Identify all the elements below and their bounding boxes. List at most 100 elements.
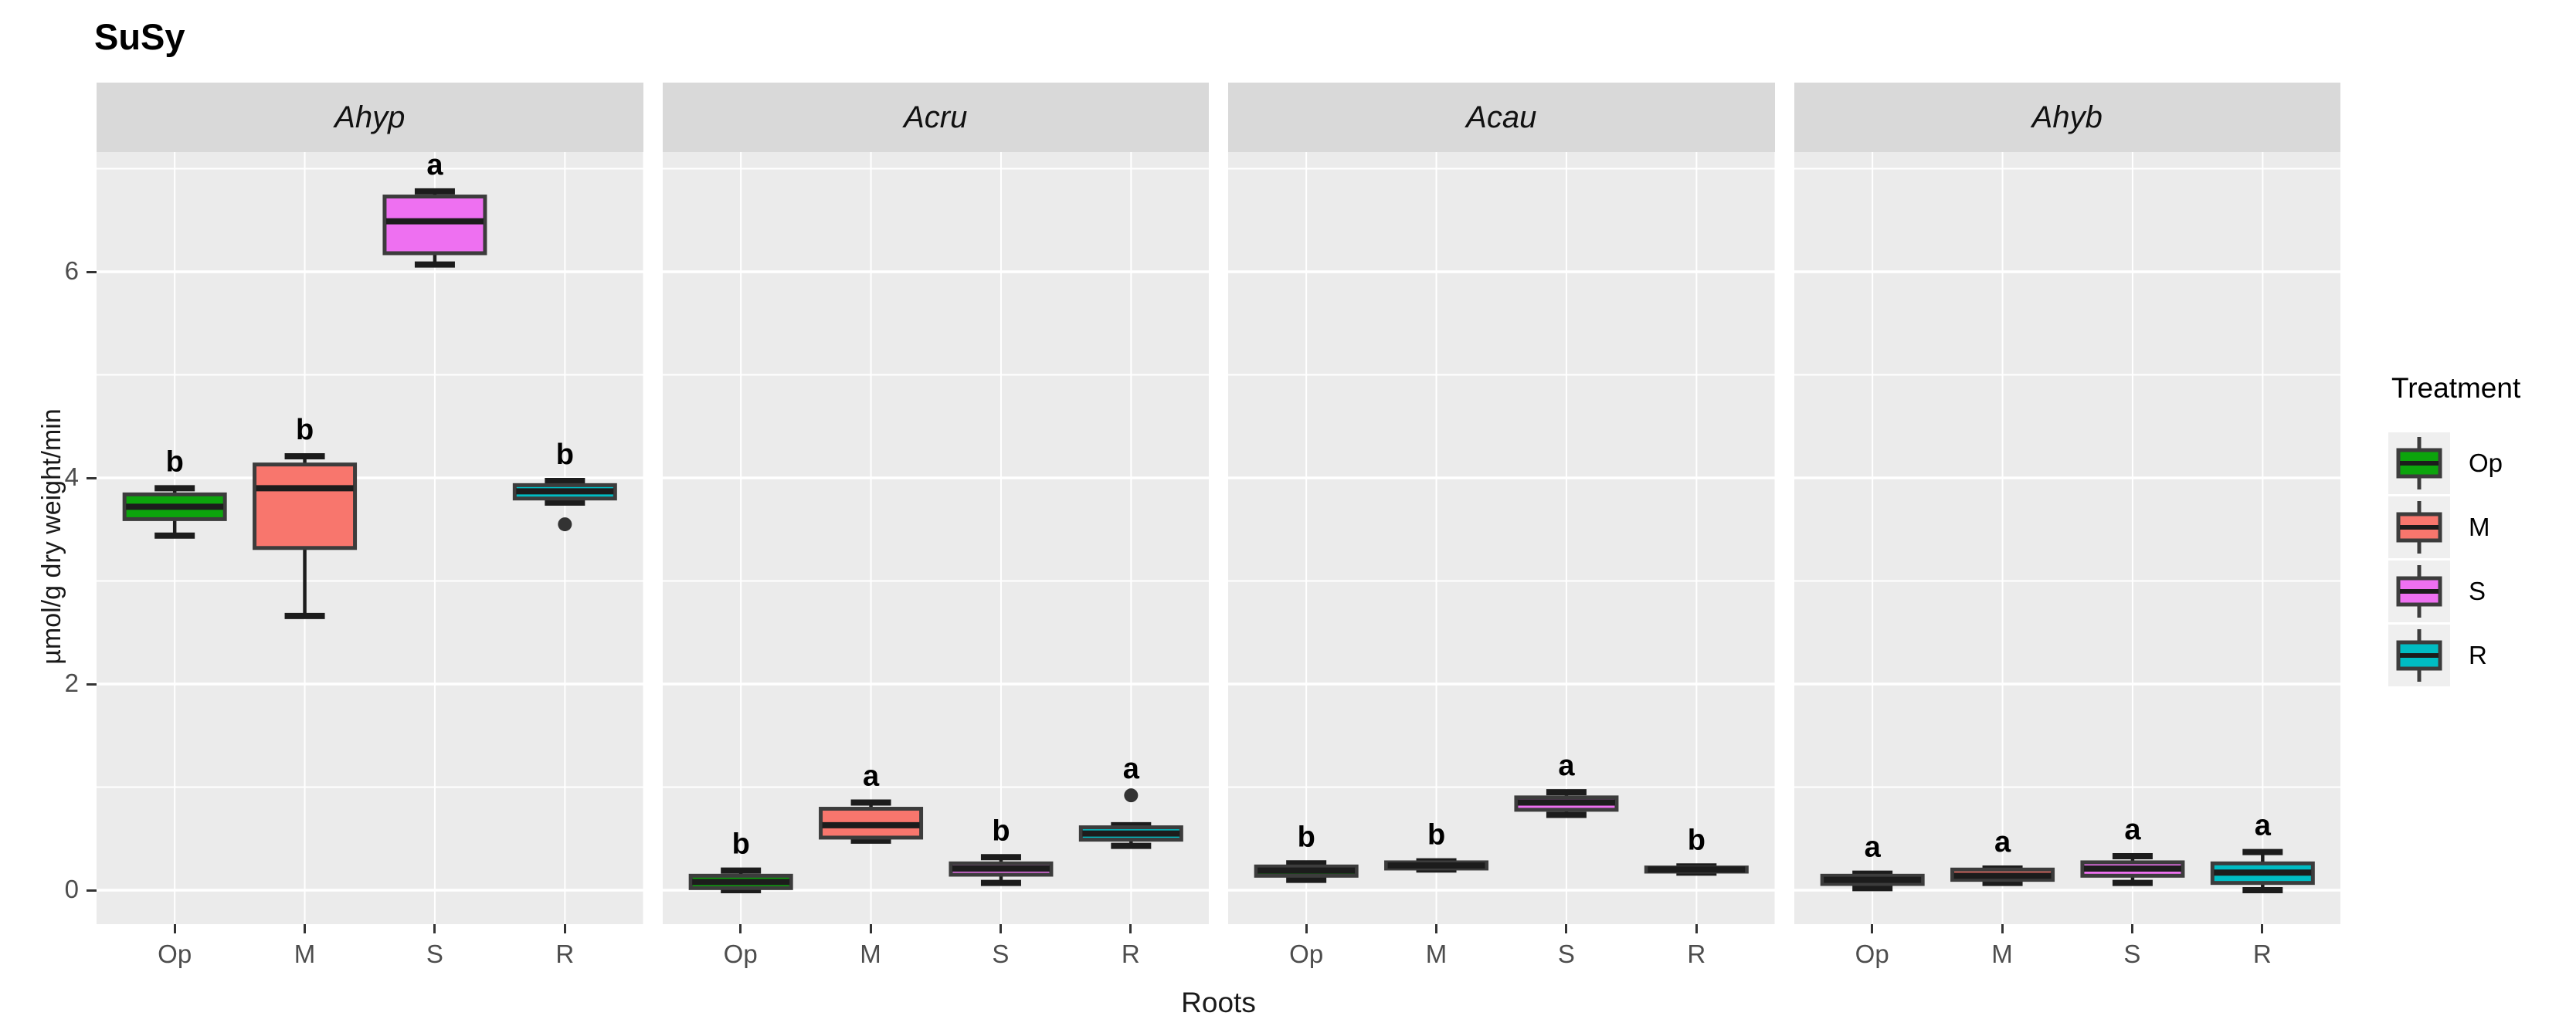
legend-label-R: R [2469,641,2487,669]
sig-letter: a [426,152,443,181]
y-axis-title-text: µmol/g dry weight/min [37,408,66,665]
sig-letter: a [862,760,879,793]
panel-Acru: b a b a [662,152,1209,924]
outlier-point [1123,788,1138,803]
legend-item-R: R [2388,625,2520,686]
sig-letter: a [1994,826,2011,859]
y-tick-label-0: 0 [64,875,79,903]
legend-label-Op: Op [2469,449,2503,477]
x-tick-mark [1129,924,1132,933]
sig-letter: a [1122,753,1139,785]
x-tick-mark [304,924,307,933]
x-tick-mark [999,924,1002,933]
chart-title: SuSy [94,16,185,57]
x-tick-mark [1871,924,1874,933]
legend: Treatment Op M S R [2388,372,2520,689]
y-tick-mark [87,476,97,479]
legend-item-S: S [2388,561,2520,622]
sig-letter: b [556,439,574,471]
x-axis-title: Roots [1181,987,1256,1018]
sig-letter: a [2124,814,2141,846]
boxplot-Ahyp-S: a [382,152,487,268]
boxplot-Ahyb-M: a [1950,826,2055,886]
sig-letter: a [2254,810,2271,842]
panel-Acau: b b a b [1228,152,1775,924]
x-tick-label-Ahyb-R: R [2252,940,2272,968]
facet-label: Ahyp [334,100,406,134]
facet-label: Acru [904,100,968,134]
boxplot-Acau-R: b [1644,824,1749,876]
x-tick-mark [1435,924,1438,933]
x-tick-mark [869,924,872,933]
facet-strip-Acau: Acau [1228,83,1775,152]
y-tick-mark [87,889,97,892]
x-tick-label-Acru-S: S [992,940,1010,968]
x-tick-label-Ahyb-M: M [1991,940,2013,968]
sig-letter: b [1688,824,1705,856]
sig-letter: a [1558,750,1575,782]
legend-label-M: M [2469,513,2490,541]
boxplot-Ahyb-R: a [2210,810,2315,893]
boxplot-Ahyb-S: a [2079,814,2184,886]
x-tick-label-Ahyp-R: R [555,940,575,968]
facet-strip-Ahyp: Ahyp [97,83,643,152]
boxplot-Acru-Op: b [688,828,793,893]
boxplot-Ahyp-Op: b [122,445,227,539]
x-tick-label-Acru-Op: Op [723,940,758,968]
facet-strip-Acru: Acru [662,83,1209,152]
boxplot-Ahyb-Op: a [1820,831,1925,892]
boxplot-Acru-S: b [948,815,1053,886]
panel-Ahyp: b b a b [97,152,643,924]
x-tick-mark [1695,924,1698,933]
y-tick-mark [87,682,97,686]
outlier-point [558,517,572,532]
x-tick-label-Ahyb-Op: Op [1855,940,1889,968]
x-tick-label-Acau-M: M [1425,940,1448,968]
sig-letter: b [1427,819,1445,852]
legend-key-glyph-S [2388,561,2450,622]
sig-letter: b [992,815,1010,847]
facet-label: Acau [1466,100,1537,134]
legend-key-glyph-Op [2388,432,2450,494]
y-tick-label-2: 2 [64,669,79,697]
x-tick-mark [433,924,436,933]
x-tick-label-Ahyp-M: M [294,940,316,968]
sig-letter: a [1864,831,1881,864]
y-tick-label-4: 4 [64,462,79,491]
boxplot-Acau-S: a [1514,750,1619,818]
x-tick-label-Acru-R: R [1121,940,1140,968]
boxplot-Ahyp-M: b [253,414,358,619]
y-tick-mark [87,270,97,273]
legend-title: Treatment [2391,372,2521,404]
legend-items: Op M S R [2388,432,2520,686]
x-tick-mark [2261,924,2264,933]
x-tick-mark [739,924,742,933]
x-tick-mark [563,924,566,933]
boxplot-Acau-M: b [1384,819,1489,873]
sig-letter: b [166,445,184,478]
x-tick-label-Ahyp-Op: Op [158,940,192,968]
legend-item-Op: Op [2388,432,2520,494]
boxplot-Acru-R: a [1078,753,1183,849]
x-tick-label-Ahyb-S: S [2123,940,2141,968]
x-tick-label-Acru-M: M [860,940,881,968]
legend-item-M: M [2388,496,2520,558]
x-tick-mark [1565,924,1568,933]
x-tick-label-Ahyp-S: S [426,940,443,968]
x-tick-mark [2001,924,2004,933]
facet-strip-Ahyb: Ahyb [1794,83,2340,152]
x-tick-mark [2130,924,2133,933]
y-axis-title: µmol/g dry weight/min [37,266,67,807]
x-tick-label-Acau-Op: Op [1289,940,1324,968]
boxplot-Acau-Op: b [1254,821,1359,883]
facet-label: Ahyb [2031,100,2103,134]
sig-letter: b [296,414,314,446]
x-tick-mark [1305,924,1308,933]
x-tick-label-Acau-R: R [1687,940,1706,968]
legend-key-glyph-R [2388,625,2450,686]
boxplot-Acru-M: a [818,760,923,844]
x-tick-mark [173,924,176,933]
y-tick-label-6: 6 [64,256,79,285]
